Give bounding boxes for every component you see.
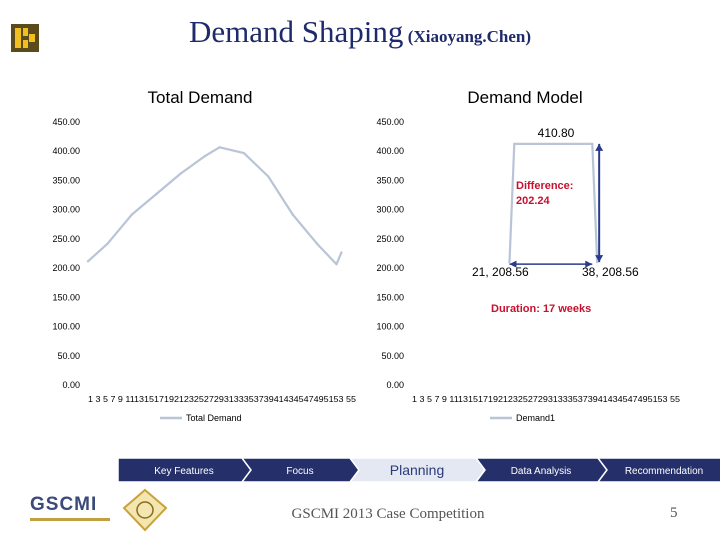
- y-tick-label: 100.00: [52, 322, 80, 332]
- end-point-label: 38, 208.56: [582, 265, 639, 279]
- nav-step-bg[interactable]: [597, 458, 720, 482]
- y-tick-label: 50.00: [57, 351, 80, 361]
- y-tick-label: 450.00: [52, 117, 80, 127]
- nav-step-data-analysis[interactable]: Data Analysis: [511, 466, 572, 477]
- series-line-total-demand: [87, 146, 343, 266]
- nav-step-bg[interactable]: [349, 458, 486, 482]
- data-point: [267, 175, 270, 178]
- y-tick-label: 400.00: [376, 146, 404, 156]
- y-tick-label: 400.00: [52, 146, 80, 156]
- data-point: [130, 213, 134, 216]
- data-point: [218, 146, 221, 149]
- y-tick-label: 350.00: [376, 175, 404, 185]
- y-tick-label: 250.00: [52, 234, 80, 244]
- nav-step-key-features[interactable]: Key Features: [154, 466, 213, 477]
- y-tick-label: 150.00: [52, 292, 80, 302]
- data-point: [315, 242, 319, 245]
- duration-head-left: [509, 260, 517, 268]
- data-point: [340, 251, 343, 254]
- y-tick-label: 50.00: [381, 351, 404, 361]
- y-tick-label: 350.00: [52, 175, 80, 185]
- data-point: [591, 142, 594, 146]
- data-point: [106, 242, 109, 245]
- legend-label: Total Demand: [186, 413, 242, 423]
- camme-logo: [122, 488, 168, 532]
- y-tick-label: 100.00: [376, 322, 404, 332]
- data-point: [203, 154, 207, 158]
- data-point: [86, 260, 90, 263]
- y-tick-label: 200.00: [52, 263, 80, 273]
- nav-step-planning[interactable]: Planning: [390, 462, 445, 478]
- title-author: (Xiaoyang.Chen): [407, 27, 532, 46]
- peak-value-label: 410.80: [538, 126, 575, 140]
- y-tick-label: 450.00: [376, 117, 404, 127]
- data-point: [508, 260, 511, 264]
- y-tick-label: 0.00: [62, 380, 80, 390]
- left-chart-title: Total Demand: [147, 88, 253, 107]
- x-tick-labels: 1 3 5 7 9 111315171921232527293133353739…: [412, 395, 681, 404]
- gscmi-logo-text: GSCMI: [30, 494, 98, 515]
- data-point: [155, 192, 158, 196]
- difference-value: 202.24: [516, 195, 551, 207]
- nav-step-bg[interactable]: [475, 458, 608, 482]
- data-point: [595, 260, 599, 264]
- difference-label: Difference:: [516, 180, 573, 192]
- duration-label: Duration: 17 weeks: [491, 303, 591, 315]
- data-point: [291, 213, 294, 216]
- university-logo: [11, 24, 39, 52]
- title-main: Demand Shaping: [188, 14, 404, 49]
- legend-label: Demand1: [516, 413, 555, 423]
- process-nav: Key Features Focus Planning Data Analysis Re…: [118, 458, 720, 482]
- data-point: [242, 151, 246, 155]
- footer-caption: GSCMI 2013 Case Competition: [291, 506, 485, 522]
- y-tick-label: 300.00: [52, 205, 80, 215]
- y-tick-label: 200.00: [376, 263, 404, 273]
- start-point-label: 21, 208.56: [472, 265, 529, 279]
- y-tick-label: 0.00: [386, 380, 404, 390]
- data-point: [513, 142, 516, 146]
- arrow-head-up: [595, 143, 604, 151]
- duration-head-right: [585, 260, 593, 268]
- nav-step-bg[interactable]: [241, 458, 360, 482]
- data-point: [179, 172, 182, 175]
- arrow-head-down: [595, 255, 604, 263]
- y-tick-label: 300.00: [376, 205, 404, 215]
- slide-title: Demand Shaping (Xiaoyang.Chen): [0, 14, 720, 50]
- series-line-demand1: [508, 142, 599, 263]
- data-point: [335, 262, 338, 266]
- right-chart-title: Demand Model: [467, 88, 583, 107]
- nav-step-focus[interactable]: Focus: [286, 466, 313, 477]
- nav-step-recommendation[interactable]: Recommendation: [625, 466, 703, 477]
- x-tick-labels: 1 3 5 7 9 111315171921232527293133353739…: [88, 395, 357, 404]
- gscmi-logo: GSCMI: [30, 494, 114, 534]
- page-number: 5: [670, 505, 678, 521]
- y-tick-label: 150.00: [376, 292, 404, 302]
- y-tick-label: 250.00: [376, 234, 404, 244]
